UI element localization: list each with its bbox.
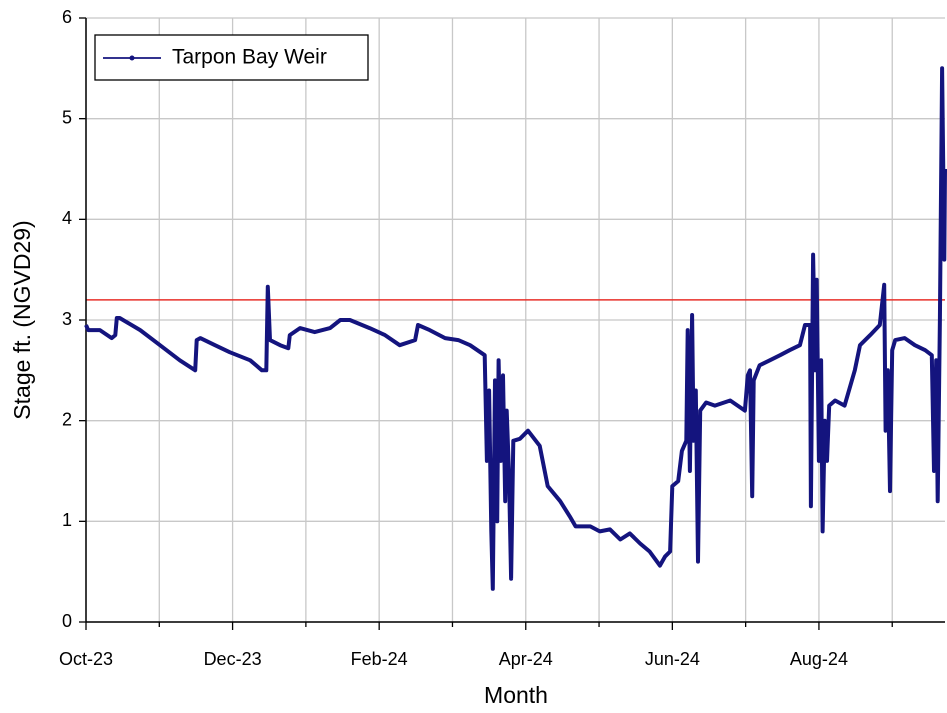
legend-marker bbox=[129, 55, 135, 61]
y-tick-label: 4 bbox=[62, 208, 72, 228]
y-tick-label: 2 bbox=[62, 409, 72, 429]
y-tick-label: 6 bbox=[62, 7, 72, 27]
x-axis-title: Month bbox=[484, 682, 548, 708]
x-tick-label: Dec-23 bbox=[204, 649, 262, 669]
y-tick-label: 0 bbox=[62, 611, 72, 631]
legend-box bbox=[94, 34, 369, 81]
data-line bbox=[84, 66, 947, 591]
y-tick-label: 5 bbox=[62, 107, 72, 127]
x-tick-label: Aug-24 bbox=[790, 649, 848, 669]
x-tick-label: Apr-24 bbox=[499, 649, 553, 669]
x-tick-label: Jun-24 bbox=[645, 649, 700, 669]
y-axis-title: Stage ft. (NGVD29) bbox=[9, 220, 35, 419]
x-tick-label: Oct-23 bbox=[59, 649, 113, 669]
y-tick-label: 1 bbox=[62, 510, 72, 530]
y-tick-label: 3 bbox=[62, 309, 72, 329]
legend-label: Tarpon Bay Weir bbox=[172, 46, 327, 69]
x-tick-label: Feb-24 bbox=[351, 649, 408, 669]
